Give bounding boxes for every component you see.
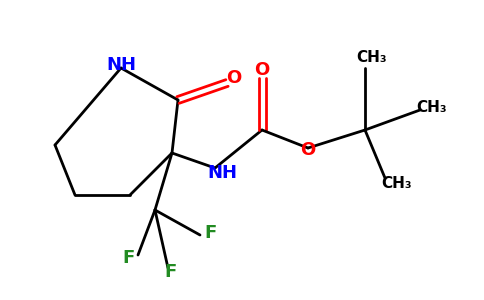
Text: O: O [301,141,316,159]
Text: F: F [122,249,134,267]
Text: NH: NH [106,56,136,74]
Text: O: O [227,69,242,87]
Text: O: O [255,61,270,79]
Text: F: F [204,224,216,242]
Text: CH₃: CH₃ [357,50,387,65]
Text: NH: NH [207,164,237,182]
Text: CH₃: CH₃ [417,100,447,116]
Text: F: F [164,263,176,281]
Text: CH₃: CH₃ [382,176,412,190]
